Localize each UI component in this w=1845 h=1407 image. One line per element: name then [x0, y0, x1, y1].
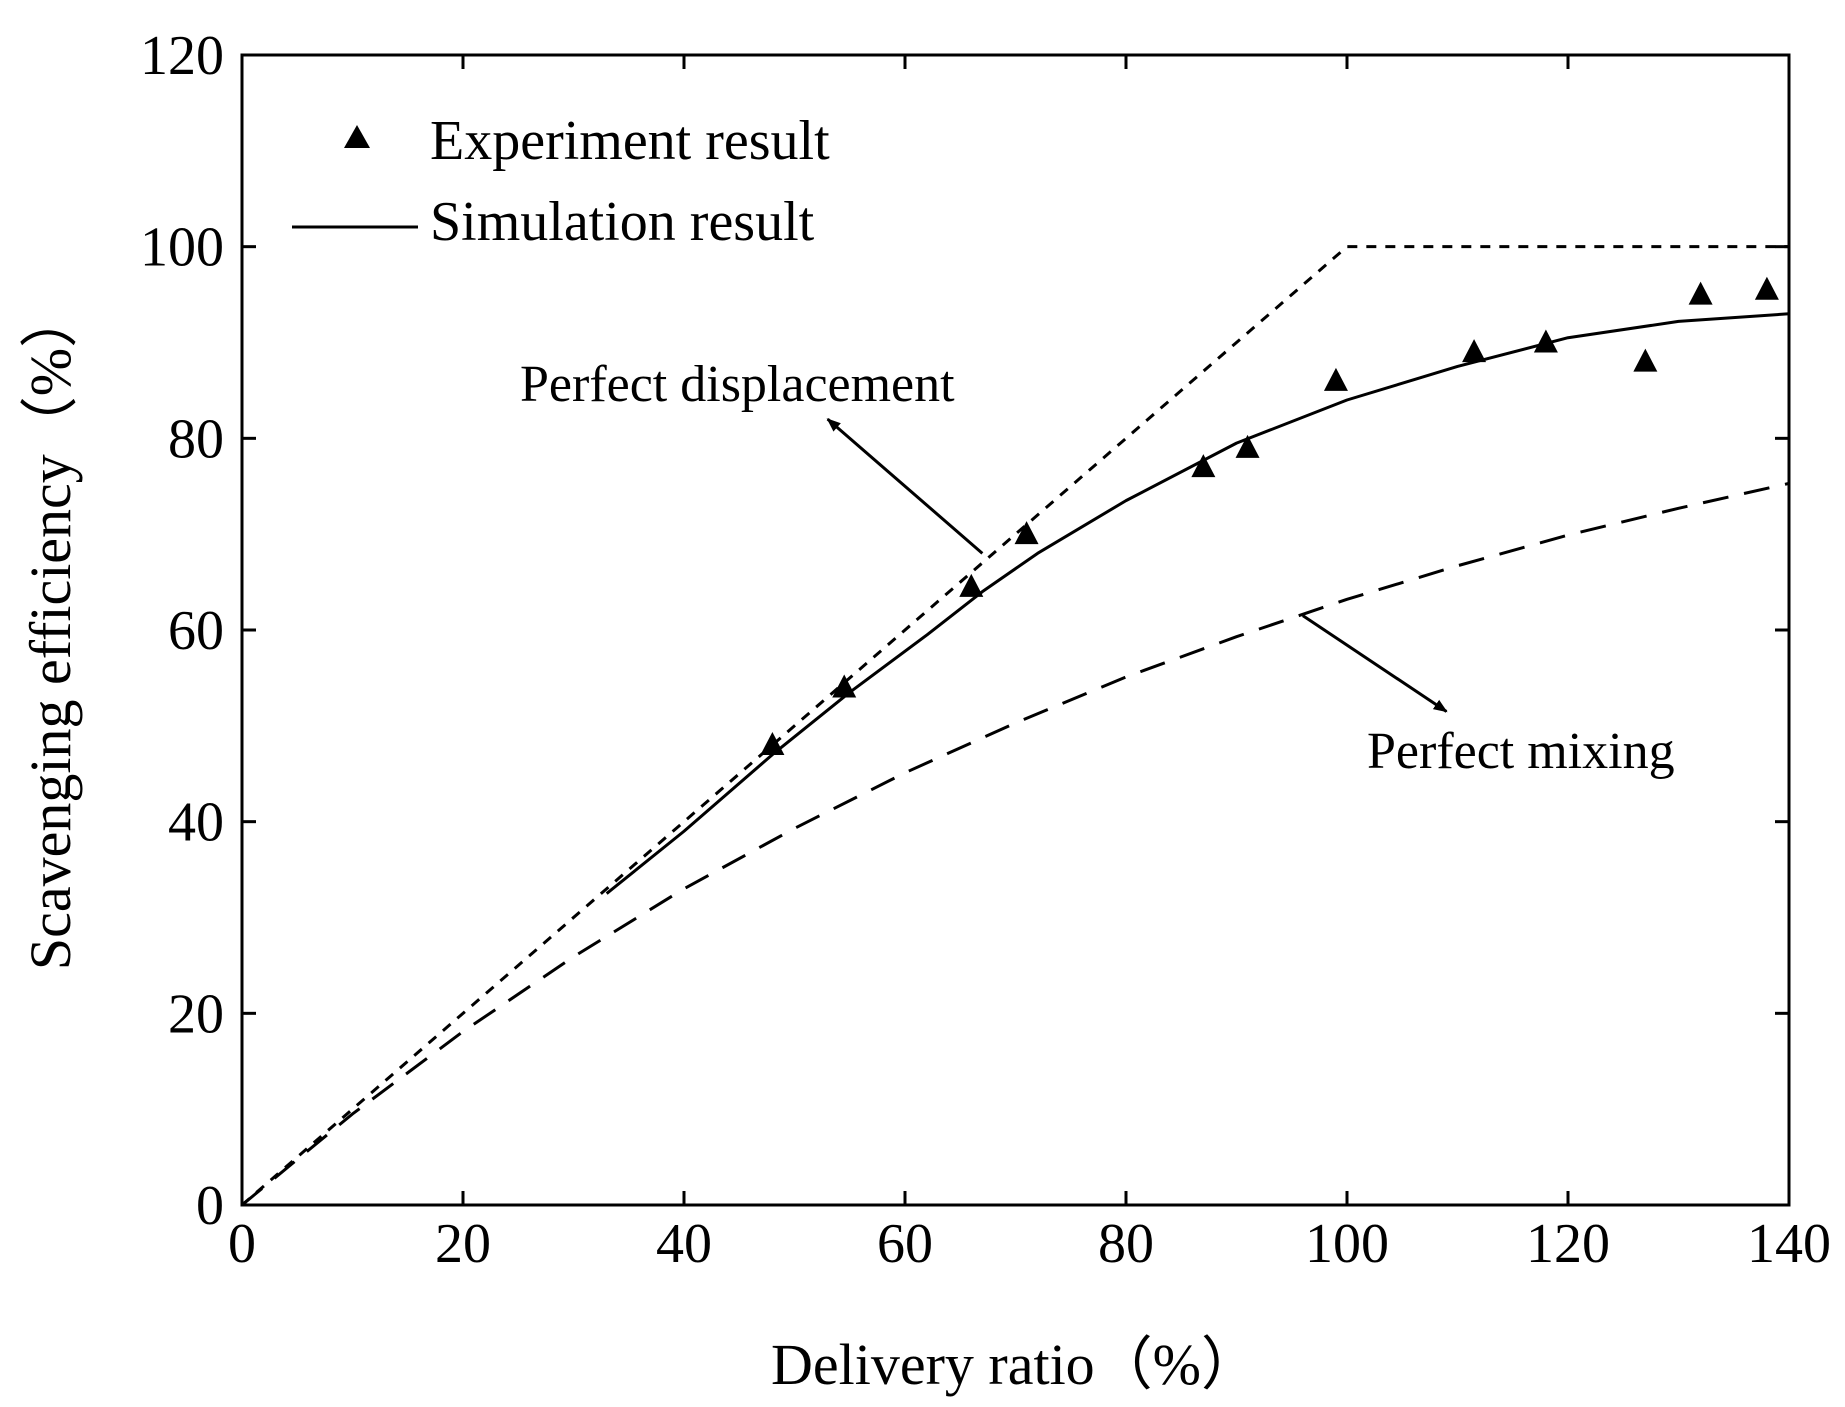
- y-tick-label: 120: [140, 25, 224, 87]
- y-tick-label: 40: [168, 792, 224, 854]
- annotation-arrow-2: [1301, 614, 1448, 713]
- y-tick-label: 20: [168, 983, 224, 1045]
- x-tick-label: 40: [656, 1213, 712, 1275]
- data-point-triangle: [959, 573, 984, 597]
- y-axis-title: Scavenging efficiency（%）: [18, 290, 83, 970]
- y-tick-label: 100: [140, 217, 224, 279]
- data-point-triangle: [1688, 281, 1713, 305]
- series-line-perfect-displacement: [241, 245, 1789, 1207]
- x-tick-label: 140: [1747, 1213, 1831, 1275]
- data-point-triangle: [1533, 329, 1558, 353]
- data-point-triangle: [1323, 367, 1348, 391]
- annotation-arrow-1: [826, 418, 984, 555]
- x-tick-label: 120: [1526, 1213, 1610, 1275]
- x-tick-label: 80: [1098, 1213, 1154, 1275]
- x-axis-title: Delivery ratio（%）: [771, 1332, 1259, 1397]
- data-point-triangle: [1633, 348, 1658, 372]
- data-point-triangle: [1235, 434, 1260, 458]
- data-point-triangle: [760, 732, 785, 755]
- y-tick-label: 80: [168, 408, 224, 470]
- data-point-triangle: [1191, 454, 1216, 478]
- annotation-perfect-displacement: Perfect displacement: [520, 356, 955, 413]
- markers-layer: [760, 276, 1779, 755]
- data-point-triangle: [1462, 339, 1487, 363]
- legend-triangle-marker: [344, 125, 370, 148]
- y-tick-label: 0: [196, 1175, 224, 1237]
- data-point-triangle: [1754, 276, 1779, 300]
- tick-labels: 0 20 40 60 80 100 120 140 0 20 40 60 80 100 120: [140, 25, 1831, 1275]
- annotation-arrows: [826, 418, 1448, 713]
- x-tick-label: 0: [228, 1213, 256, 1275]
- x-tick-label: 100: [1305, 1213, 1389, 1275]
- legend: Experiment result Simulation result: [292, 110, 830, 253]
- legend-label-experiment: Experiment result: [430, 110, 830, 172]
- legend-label-simulation: Simulation result: [430, 191, 815, 253]
- annotation-perfect-mixing: Perfect mixing: [1367, 723, 1675, 780]
- y-tick-label: 60: [168, 600, 224, 662]
- data-point-triangle: [1014, 521, 1039, 545]
- x-tick-label: 20: [435, 1213, 491, 1275]
- series-line-perfect-mixing: [241, 481, 1790, 1207]
- x-tick-label: 60: [877, 1213, 933, 1275]
- data-point-triangle: [832, 674, 857, 698]
